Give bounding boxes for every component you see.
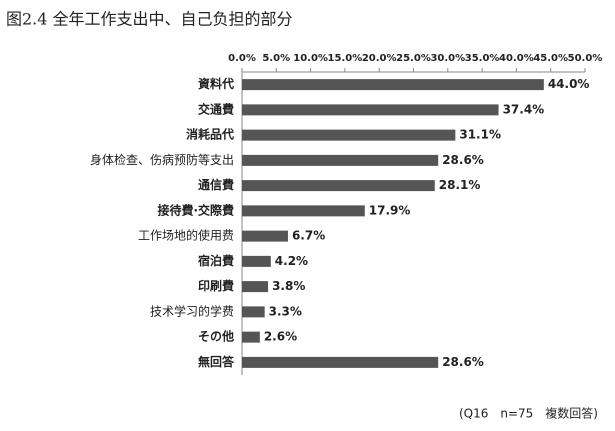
y-tick-label: 工作场地的使用费: [138, 228, 234, 243]
value-label: 3.8%: [272, 279, 305, 293]
x-tick-label: 40.0%: [499, 53, 534, 64]
bar: [242, 79, 544, 91]
y-tick-label: 消耗品代: [186, 127, 234, 142]
x-tick-label: 25.0%: [396, 53, 431, 64]
x-tick-label: 30.0%: [430, 53, 465, 64]
value-label: 6.7%: [292, 229, 325, 243]
y-tick-label: 資料代: [198, 76, 234, 91]
y-tick-label: 印刷費: [198, 278, 234, 293]
y-tick-label: 交通費: [198, 101, 234, 116]
bar: [242, 129, 456, 141]
value-label: 37.4%: [503, 102, 545, 116]
x-tick-label: 35.0%: [465, 53, 500, 64]
x-tick-label: 15.0%: [328, 53, 363, 64]
y-tick-label: 接待費·交際費: [157, 202, 234, 217]
y-tick-label: 身体检查、伤病预防等支出: [90, 152, 234, 167]
bar: [242, 331, 260, 343]
bar: [242, 180, 435, 192]
y-tick-label: 宿泊費: [198, 253, 234, 268]
x-tick-label: 10.0%: [293, 53, 328, 64]
bar: [242, 230, 288, 242]
y-tick-label: 技术学习的学费: [150, 303, 234, 318]
bar: [242, 205, 365, 217]
bar: [242, 104, 499, 116]
bar: [242, 356, 439, 368]
value-label: 17.9%: [369, 203, 411, 217]
x-tick-label: 50.0%: [568, 53, 603, 64]
bar: [242, 281, 269, 293]
bar: [242, 255, 271, 267]
value-label: 28.6%: [442, 153, 484, 167]
value-label: 28.1%: [439, 178, 481, 192]
value-label: 31.1%: [459, 128, 501, 142]
bar: [242, 154, 439, 166]
value-label: 28.6%: [442, 355, 484, 369]
value-label: 4.2%: [275, 254, 308, 268]
y-tick-label: その他: [198, 329, 234, 344]
y-tick-label: 通信費: [198, 177, 234, 192]
bar: [242, 306, 265, 318]
x-tick-label: 45.0%: [533, 53, 568, 64]
x-tick-label: 5.0%: [262, 53, 290, 64]
x-tick-label: 20.0%: [362, 53, 397, 64]
value-label: 2.6%: [264, 330, 297, 344]
y-tick-label: 無回答: [198, 354, 235, 369]
value-label: 44.0%: [548, 77, 590, 91]
x-tick-label: 0.0%: [228, 53, 256, 64]
chart-note: (Q16 n=75 複数回答): [459, 406, 598, 421]
value-label: 3.3%: [269, 304, 302, 318]
chart-title: 图2.4 全年工作支出中、自己负担的部分: [6, 10, 293, 29]
